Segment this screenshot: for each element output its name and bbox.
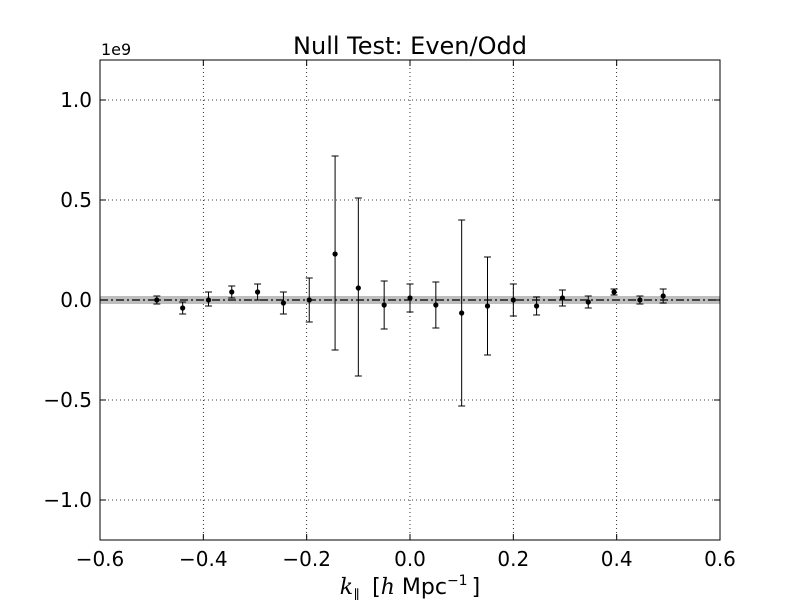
chart-title: Null Test: Even/Odd — [293, 32, 527, 60]
x-tick-label: 0.2 — [497, 547, 529, 571]
x-tick-label: −0.6 — [76, 547, 125, 571]
x-axis-label-bracket-open: [ — [372, 575, 381, 600]
x-axis-label-bracket-close: ] — [472, 575, 481, 600]
data-point — [660, 293, 666, 299]
data-point — [407, 295, 413, 301]
data-point — [381, 302, 387, 308]
data-point — [533, 303, 540, 309]
data-points — [154, 251, 666, 316]
data-point — [205, 297, 212, 303]
x-axis-label-exponent: −1 — [447, 573, 468, 589]
y-tick-label: −0.5 — [43, 388, 92, 412]
data-point — [306, 297, 312, 303]
data-point — [611, 289, 617, 295]
y-tick-label: −1.0 — [43, 488, 92, 512]
plot-area — [99, 59, 721, 541]
data-point — [459, 310, 465, 316]
y-offset-label: 1e9 — [101, 40, 131, 59]
data-point — [254, 289, 261, 295]
x-axis-label-unit: Mpc — [395, 575, 447, 600]
x-axis-label: k∥ [h Mpc−1] — [340, 573, 480, 600]
x-axis-label-subscript: ∥ — [353, 587, 360, 600]
x-axis-label-symbol: k — [340, 575, 353, 600]
x-tick-label: 0.6 — [704, 547, 736, 571]
x-tick-label: −0.2 — [282, 547, 331, 571]
data-point — [559, 295, 566, 301]
x-tick-label: −0.4 — [179, 547, 228, 571]
x-tick-label: 0.4 — [601, 547, 633, 571]
data-point — [154, 297, 160, 303]
data-point — [637, 297, 643, 303]
x-tick-labels: −0.6 −0.4 −0.2 0.0 0.2 0.4 0.6 — [76, 547, 736, 571]
data-point — [585, 299, 591, 305]
y-tick-label: 0.0 — [60, 288, 92, 312]
data-point — [433, 302, 439, 308]
data-point — [484, 303, 491, 309]
data-point — [332, 251, 338, 257]
data-point — [355, 285, 361, 291]
axis-ticks — [99, 60, 721, 540]
data-point — [510, 297, 516, 303]
y-tick-labels: −1.0 −0.5 0.0 0.5 1.0 — [43, 88, 92, 512]
y-tick-label: 1.0 — [60, 88, 92, 112]
x-tick-label: 0.0 — [394, 547, 426, 571]
y-tick-label: 0.5 — [60, 188, 92, 212]
x-axis-label-h: h — [381, 575, 395, 600]
data-point — [180, 305, 186, 311]
data-point — [280, 300, 287, 306]
data-point — [229, 289, 235, 295]
